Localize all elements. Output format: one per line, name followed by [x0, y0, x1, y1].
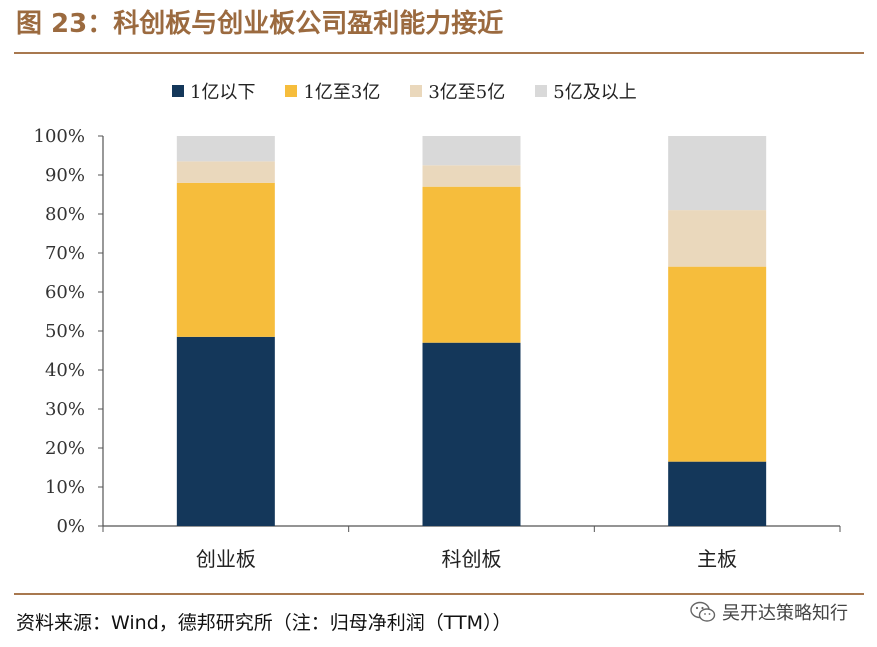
y-tick-label: 80%: [45, 204, 85, 225]
legend-label: 3亿至5亿: [428, 82, 506, 103]
title-divider: [14, 52, 864, 54]
legend-swatch-1: [172, 85, 184, 97]
x-tick-label: 科创板: [442, 547, 502, 571]
source-note: 资料来源：Wind，德邦研究所（注：归母净利润（TTM））: [16, 612, 512, 634]
y-tick-label: 30%: [45, 399, 85, 420]
legend-swatch-2: [285, 85, 298, 97]
legend-item: 1亿至3亿: [285, 78, 380, 104]
y-tick-label: 60%: [45, 282, 85, 303]
legend-swatch-4: [535, 85, 548, 97]
bar-segment: [422, 165, 521, 187]
legend-label: 1亿以下: [190, 82, 256, 103]
bar-segment: [668, 136, 767, 211]
legend-label: 1亿至3亿: [303, 82, 381, 103]
x-tick-label: 创业板: [196, 547, 256, 571]
legend-label: 5亿及以上: [553, 82, 637, 103]
bar-segment: [668, 210, 767, 267]
watermark-text: 吴开达策略知行: [722, 603, 848, 624]
watermark: 吴开达策略知行: [690, 599, 848, 625]
legend-item: 3亿至5亿: [410, 78, 505, 104]
y-tick-label: 70%: [45, 243, 85, 264]
legend-swatch-3: [410, 85, 423, 97]
y-tick-label: 100%: [34, 126, 85, 147]
bar-segment: [176, 336, 275, 526]
y-tick-label: 0%: [56, 516, 85, 537]
bar-segment: [176, 182, 275, 337]
y-tick-label: 50%: [45, 321, 85, 342]
legend-item: 5亿及以上: [535, 78, 637, 104]
figure-title: 图 23：科创板与创业板公司盈利能力接近: [16, 9, 504, 39]
y-tick-label: 20%: [45, 438, 85, 459]
bar-segment: [176, 136, 275, 162]
x-tick-label: 主板: [697, 547, 737, 571]
wechat-icon: [690, 601, 716, 622]
bar-segment: [668, 461, 767, 526]
y-tick-label: 40%: [45, 360, 85, 381]
chart-legend: 1亿以下 1亿至3亿 3亿至5亿 5亿及以上: [172, 78, 637, 104]
bar-segment: [422, 342, 521, 526]
bar-segment: [422, 136, 521, 166]
bar-segment: [668, 266, 767, 462]
bar-segment: [422, 186, 521, 343]
legend-item: 1亿以下: [172, 78, 255, 104]
y-tick-label: 10%: [45, 477, 85, 498]
footer-divider: [14, 593, 864, 595]
stacked-bar-chart: 0% 10% 20% 30% 40% 50% 60% 70% 80% 90% 100% 创业板 科创板 主…: [34, 126, 841, 571]
bar-segment: [176, 161, 275, 183]
y-tick-label: 90%: [45, 165, 85, 186]
